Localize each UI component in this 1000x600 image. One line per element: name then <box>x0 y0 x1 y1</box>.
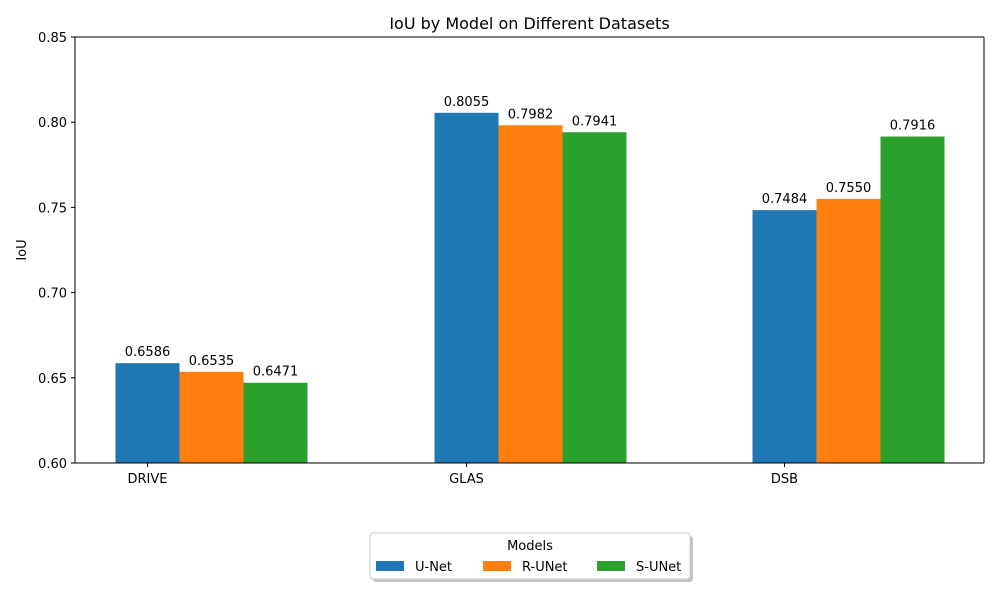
legend-label-r-unet: R-UNet <box>522 560 568 575</box>
legend-label-s-unet: S-UNet <box>636 560 681 575</box>
data-label: 0.6535 <box>189 354 235 369</box>
data-label: 0.7916 <box>890 119 936 134</box>
axes-group: 0.60 0.65 0.70 0.75 0.80 0.85 DRIVE GLAS DSB <box>38 31 985 487</box>
chart-title: IoU by Model on Different Datasets <box>389 14 669 33</box>
y-tick-label: 0.75 <box>38 201 67 216</box>
bar-u-net-drive <box>115 363 180 463</box>
legend[interactable]: Models U-Net R-UNet S-UNet <box>369 532 693 582</box>
legend-swatch-s-unet <box>597 561 625 571</box>
y-tick-label: 0.65 <box>38 372 67 387</box>
legend-swatch-r-unet <box>483 561 511 571</box>
bar-s-unet-drive <box>243 382 308 463</box>
data-label: 0.6471 <box>253 365 299 380</box>
y-tick-label: 0.70 <box>38 287 67 302</box>
data-label: 0.7484 <box>762 192 808 207</box>
data-label: 0.7941 <box>572 114 618 129</box>
bar-s-unet-glas <box>562 132 627 463</box>
y-tick-label: 0.85 <box>38 31 67 46</box>
x-tick-label: DRIVE <box>128 472 168 487</box>
legend-swatch-u-net <box>376 561 404 571</box>
bar-r-unet-dsb <box>816 198 881 463</box>
bar-r-unet-glas <box>498 125 563 463</box>
y-axis-label: IoU <box>15 239 30 260</box>
bar-r-unet-drive <box>179 371 244 463</box>
bar-u-net-dsb <box>752 210 817 463</box>
legend-label-u-net: U-Net <box>415 560 452 575</box>
legend-title: Models <box>507 539 553 554</box>
y-tick-label: 0.80 <box>38 116 67 131</box>
bar-u-net-glas <box>434 112 499 463</box>
data-label: 0.7550 <box>826 181 872 196</box>
bar-s-unet-dsb <box>880 136 945 463</box>
data-label: 0.8055 <box>444 95 490 110</box>
x-tick-label: GLAS <box>449 472 484 487</box>
x-tick-label: DSB <box>771 472 798 487</box>
data-labels-group: 0.6586 0.8055 0.7484 0.6535 0.7982 0.7550 0.64… <box>125 95 936 380</box>
data-label: 0.7982 <box>508 107 554 122</box>
y-tick-label: 0.60 <box>38 457 67 472</box>
bars-group <box>115 112 945 463</box>
data-label: 0.6586 <box>125 345 171 360</box>
